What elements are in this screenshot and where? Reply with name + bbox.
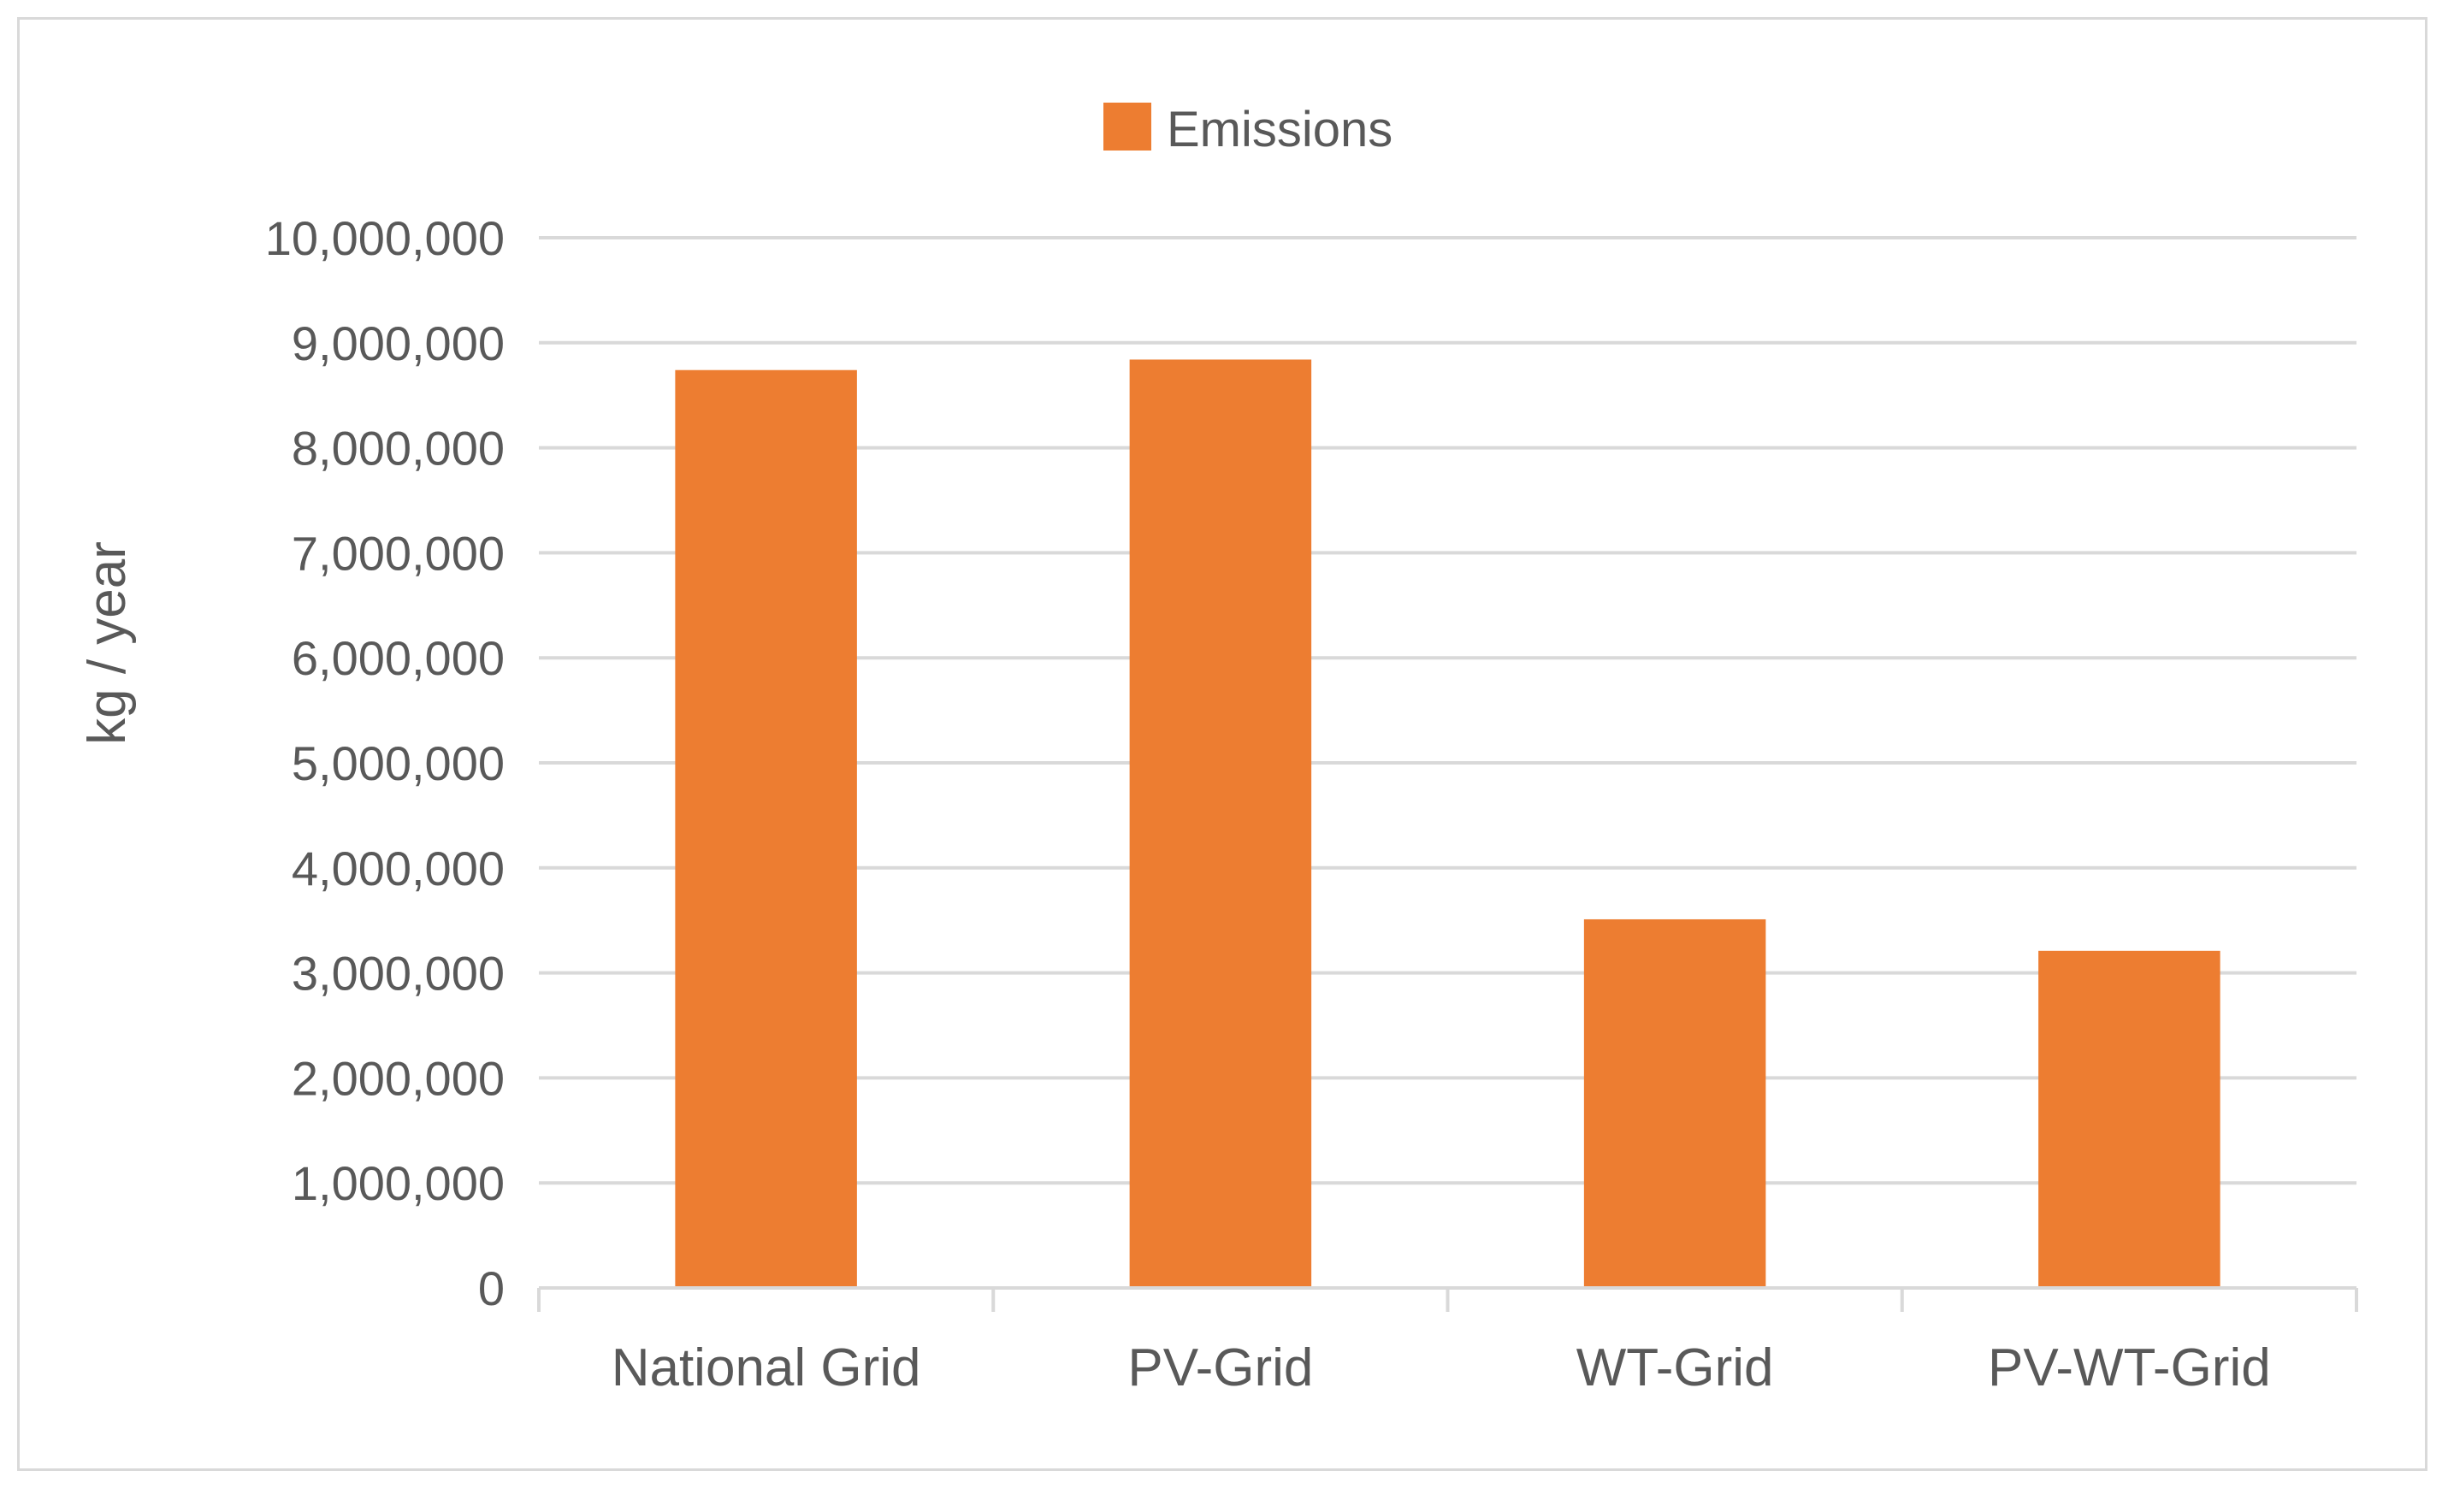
y-tick-label: 9,000,000 [292, 316, 505, 370]
bar [1129, 359, 1312, 1288]
y-tick-label: 2,000,000 [292, 1051, 505, 1105]
y-axis-title: kg / year [78, 541, 137, 745]
x-tick-label: PV-WT-Grid [1988, 1338, 2271, 1397]
legend: Emissions [1103, 102, 1393, 157]
y-tick-label: 7,000,000 [292, 526, 505, 580]
x-tick-label: National Grid [612, 1338, 921, 1397]
bar [1583, 918, 1766, 1288]
legend-label: Emissions [1167, 102, 1393, 157]
bar-layer [675, 359, 2220, 1288]
y-tick-label: 4,000,000 [292, 842, 505, 895]
bar [675, 369, 857, 1288]
y-tick-label: 1,000,000 [292, 1156, 505, 1210]
y-tick-label: 3,000,000 [292, 947, 505, 1001]
y-tick-label: 10,000,000 [265, 211, 505, 265]
bar [2038, 950, 2220, 1288]
axis-layer: 0 1,000,000 2,000,000 3,000,000 4,000,000 5,0… [265, 211, 2358, 1397]
y-tick-label: 0 [478, 1261, 505, 1315]
y-tick-label: 6,000,000 [292, 631, 505, 685]
legend-swatch [1103, 103, 1151, 151]
x-tick-label: WT-Grid [1576, 1338, 1774, 1397]
x-tick-label: PV-Grid [1127, 1338, 1313, 1397]
y-tick-label: 5,000,000 [292, 736, 505, 790]
y-tick-label: 8,000,000 [292, 422, 505, 475]
